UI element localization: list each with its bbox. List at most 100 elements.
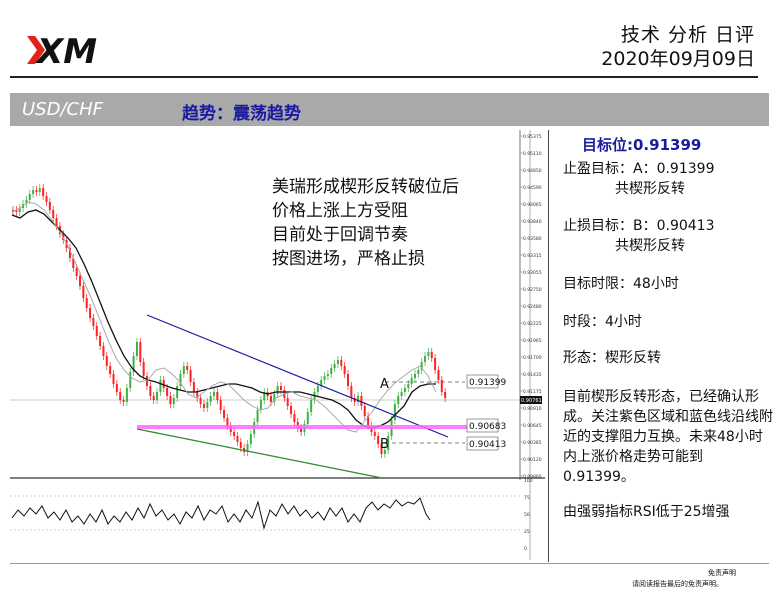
candle-body: [290, 406, 293, 414]
candle-body: [42, 188, 45, 196]
candle-body: [166, 388, 169, 396]
candle-body: [410, 378, 413, 384]
price-tick-label: 0.90120: [523, 457, 542, 463]
candle-body: [52, 210, 55, 218]
candle-body: [430, 352, 433, 358]
candle-body: [45, 196, 48, 202]
candle-body: [226, 418, 229, 426]
candle-body: [199, 398, 202, 404]
candle-body: [182, 366, 185, 374]
price-tick-label: 0.92480: [523, 304, 542, 310]
price-chart: 0.95375 0.95110 0.94850 0.94590 0.94065 0.938…: [10, 130, 545, 560]
candle-body: [377, 436, 380, 444]
timeframe: 时段：4小时: [563, 314, 642, 330]
candle-body: [367, 416, 370, 426]
price-tick-label: 0.94850: [523, 168, 542, 174]
candle-body: [196, 392, 199, 398]
candle-body: [135, 342, 138, 356]
candle-body: [437, 370, 440, 380]
candle-body: [280, 386, 282, 390]
candle-body: [129, 372, 132, 388]
candle-body: [15, 210, 18, 212]
current-price-marker: [520, 396, 542, 404]
candle-body: [320, 380, 323, 386]
candle-body: [92, 318, 95, 326]
label-a: A: [380, 377, 389, 392]
candle-body: [28, 194, 31, 200]
candle-body: [119, 392, 122, 400]
price-tick-label: 0.91700: [523, 355, 542, 361]
price-tick-label: 0.92225: [523, 321, 542, 327]
candle-body: [142, 362, 145, 376]
price-tick-label: 0.93055: [523, 270, 542, 276]
price-tick-label: 0.93315: [523, 253, 542, 259]
price-tick-label: 0.90910: [523, 406, 542, 412]
candle-body: [89, 308, 92, 318]
candle-body: [82, 286, 85, 298]
right-panel-divider: [548, 130, 549, 562]
candle-body: [48, 202, 51, 210]
candle-body: [249, 434, 252, 444]
rsi-tick-label: 0: [524, 546, 527, 552]
annotation-line-4: 按图进场，严格止损: [272, 249, 425, 269]
candle-body: [206, 402, 209, 408]
upper-trendline: [146, 314, 449, 438]
candle-body: [333, 364, 336, 368]
candle-body: [380, 444, 383, 454]
candle-body: [99, 336, 102, 346]
candle-body: [326, 374, 329, 376]
candle-body: [323, 376, 326, 380]
candle-body: [373, 432, 376, 436]
candle-body: [383, 450, 386, 454]
lower-trendline: [136, 428, 383, 479]
candle-body: [347, 374, 349, 386]
fast-moving-average: [11, 201, 437, 433]
candle-body: [35, 190, 38, 192]
candle-body: [38, 188, 41, 192]
rsi-tick-label: 100: [524, 478, 533, 484]
candle-body: [12, 210, 14, 212]
price-tick-label: 0.91175: [523, 389, 542, 395]
pattern: 形态：楔形反转: [563, 350, 661, 366]
report-date: 2020年09月09日: [601, 48, 755, 70]
take-profit-label: 止盈目标：A：0.91399: [563, 161, 715, 177]
level-a-box: [466, 374, 499, 389]
candle-body: [25, 200, 28, 204]
price-tick-label: 0.93580: [523, 236, 542, 242]
report-title: 技术 分析 日评: [620, 24, 755, 46]
candle-body: [79, 276, 81, 286]
candle-body: [95, 326, 98, 336]
candle-body: [233, 432, 236, 436]
disclaimer-text: 请阅读报告最后的免责声明。: [632, 580, 723, 588]
price-tick-label: 0.94065: [523, 202, 542, 208]
price-tick-label: 0.90385: [523, 440, 542, 446]
candle-body: [169, 396, 172, 404]
stop-loss-sub: 共楔形反转: [615, 238, 685, 254]
candle-body: [159, 380, 162, 392]
candle-body: [223, 410, 226, 418]
candle-body: [256, 410, 259, 422]
candle-body: [276, 386, 279, 394]
price-tick-label: 0.95110: [523, 151, 542, 157]
price-tick-label: 0.89860: [523, 474, 542, 480]
candle-body: [213, 392, 215, 396]
level-a-value: 0.91399: [469, 378, 506, 388]
candle-body: [72, 258, 75, 268]
candle-body: [393, 404, 396, 420]
candle-body: [336, 360, 339, 364]
candle-body: [68, 248, 71, 258]
footer-divider: [10, 563, 769, 564]
candle-body: [343, 366, 346, 374]
candle-body: [179, 374, 182, 386]
candle-body: [440, 380, 443, 392]
xm-logo: XM: [27, 32, 97, 70]
disclaimer-title: 免责声明: [708, 569, 736, 577]
candle-body: [286, 398, 289, 406]
candle-body: [172, 398, 175, 404]
analysis-paragraph: 目前楔形反转形态，已经确认形成。关注紫色区域和蓝色线沿线附近的支撑阻力互换。未来…: [563, 389, 773, 485]
candle-body: [263, 392, 266, 400]
candle-body: [122, 400, 125, 402]
candle-body: [125, 388, 128, 402]
trend-label: 趋势：震荡趋势: [182, 104, 301, 124]
header-divider: [10, 76, 758, 78]
